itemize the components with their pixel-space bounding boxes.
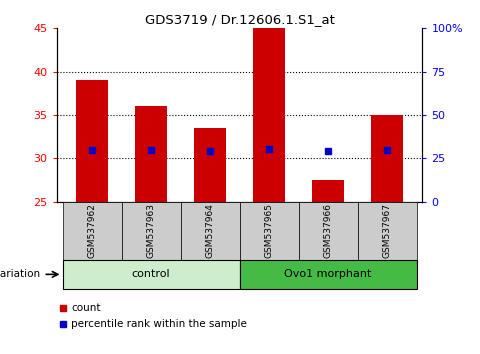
Text: GSM537962: GSM537962 — [87, 204, 96, 258]
Text: genotype/variation: genotype/variation — [0, 269, 41, 279]
Bar — [371, 115, 403, 202]
Bar — [194, 128, 226, 202]
Text: percentile rank within the sample: percentile rank within the sample — [71, 319, 247, 329]
Bar — [121, 202, 180, 260]
Bar — [299, 202, 358, 260]
Bar — [62, 260, 240, 289]
Bar — [312, 180, 344, 202]
Text: GSM537967: GSM537967 — [383, 204, 392, 258]
Text: GSM537963: GSM537963 — [146, 204, 156, 258]
Bar — [240, 202, 299, 260]
Bar — [253, 28, 285, 202]
Title: GDS3719 / Dr.12606.1.S1_at: GDS3719 / Dr.12606.1.S1_at — [144, 13, 335, 26]
Bar — [76, 80, 108, 202]
Bar — [180, 202, 240, 260]
Text: count: count — [71, 303, 101, 313]
Bar — [240, 260, 417, 289]
Bar — [358, 202, 417, 260]
Text: Ovo1 morphant: Ovo1 morphant — [284, 269, 372, 279]
Bar — [62, 202, 121, 260]
Text: GSM537966: GSM537966 — [324, 204, 333, 258]
Text: GSM537965: GSM537965 — [264, 204, 274, 258]
Text: GSM537964: GSM537964 — [205, 204, 215, 258]
Bar — [135, 106, 167, 202]
Text: control: control — [132, 269, 170, 279]
